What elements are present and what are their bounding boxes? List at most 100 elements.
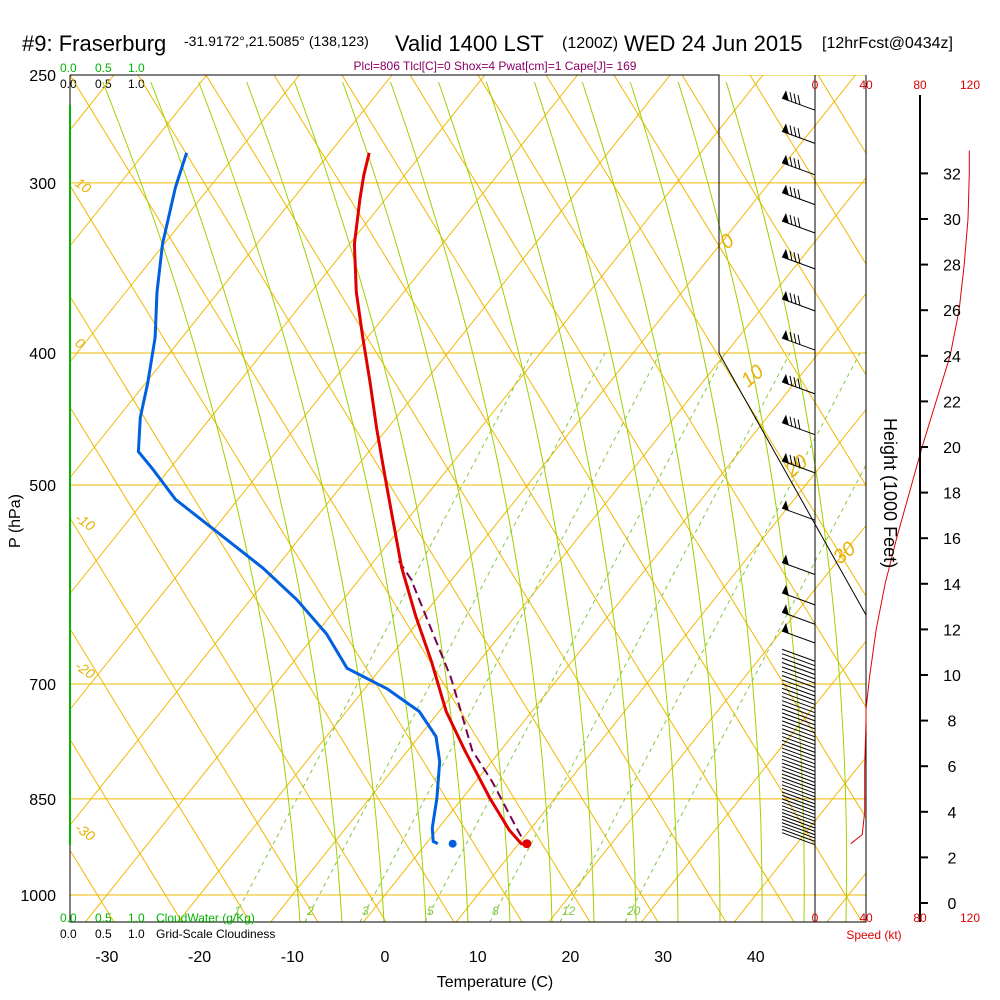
mixing-ratio-label-2: 3: [362, 904, 369, 918]
wind-barb: [781, 743, 816, 757]
mixing-ratio-line: [424, 352, 726, 922]
isotherm-line: [548, 524, 866, 922]
temperature-tick-label-10: 10: [469, 949, 487, 966]
wind-barb: [781, 739, 816, 753]
dry-adiabat-line: [409, 75, 866, 819]
dry-adiabat-label-4: -30: [72, 819, 98, 844]
wind-barb: [781, 805, 816, 819]
moist-adiabat-line: [342, 81, 511, 922]
dry-adiabat-label-0: 10: [72, 174, 94, 196]
wind-barb: [781, 724, 816, 738]
mixing-ratio-line: [359, 352, 661, 922]
dry-adiabat-label-2: -10: [72, 509, 98, 534]
bottom-cloudiness-label-0: 0.0: [60, 927, 77, 941]
dry-adiabat-line: [70, 75, 591, 922]
temperature-tick-label--10: -10: [281, 949, 304, 966]
isotherm-line: [177, 75, 856, 922]
wind-barb: [781, 758, 816, 772]
wind-barb: [781, 213, 816, 234]
wind-barb: [781, 780, 816, 794]
height-tick-label-26: 26: [943, 303, 961, 320]
mixing-ratio-line: [489, 352, 791, 922]
top-cloudwater-label-1: 0.5: [95, 61, 112, 75]
dry-adiabat-line: [545, 75, 866, 598]
wind-barb: [781, 687, 816, 701]
pressure-tick-label-300: 300: [29, 176, 56, 193]
top-cloudwater-label-2: 1.0: [128, 61, 145, 75]
height-tick-label-28: 28: [943, 258, 961, 275]
sounding-parameters: Plcl=806 Tlcl[C]=0 Shox=4 Pwat[cm]=1 Cap…: [354, 59, 637, 73]
isotherm-line: [270, 177, 866, 922]
pressure-tick-label-250: 250: [29, 68, 56, 85]
moist-adiabat-line: [629, 81, 763, 922]
mixing-ratio-line: [559, 352, 861, 922]
mixing-ratio-label-3: 5: [427, 904, 434, 918]
wind-barb: [781, 832, 816, 846]
mixing-ratio-line: [231, 352, 533, 922]
surface-dewpoint-marker: [448, 839, 457, 848]
isotherm-line: [70, 75, 578, 711]
mixing-ratio-line: [304, 352, 606, 922]
mixing-ratio-label-6: 20: [626, 904, 641, 918]
wind-barb: [781, 762, 816, 776]
mixing-ratio-label-4: 8: [492, 904, 499, 918]
wind-barb: [781, 751, 816, 765]
pressure-tick-label-400: 400: [29, 346, 56, 363]
height-tick-label-22: 22: [943, 394, 961, 411]
temperature-tick-label-0: 0: [381, 949, 390, 966]
zulu-time: (1200Z): [562, 35, 618, 52]
moist-adiabat-line: [581, 81, 721, 922]
wind-barb: [781, 769, 816, 783]
wind-barb: [781, 414, 816, 436]
wind-barb: [781, 716, 816, 730]
speed-tick-top-0: 0: [812, 78, 819, 92]
dewpoint-line: [136, 152, 442, 846]
parcel-trace-line: [398, 560, 525, 842]
wind-barb: [781, 648, 816, 662]
wind-barb: [781, 720, 816, 734]
height-tick-label-16: 16: [943, 531, 961, 548]
mixing-ratio-label-0: 1: [234, 904, 241, 918]
wind-barb: [781, 696, 816, 710]
wind-barb: [781, 812, 816, 826]
wind-barb: [781, 452, 816, 474]
bottom-cloudwater-label-0: 0.0: [60, 911, 77, 925]
dry-adiabat-line: [477, 75, 866, 708]
isotherm-line: [733, 756, 866, 922]
moist-adiabat-line: [390, 81, 553, 922]
dry-adiabat-line: [341, 75, 863, 922]
wind-barb: [781, 670, 816, 684]
wind-barb: [781, 791, 816, 805]
dry-adiabat-label-1: 0: [72, 334, 88, 352]
wind-barb: [781, 784, 816, 798]
mixing-ratio-line: [624, 463, 866, 922]
height-tick-label-30: 30: [943, 212, 961, 229]
speed-tick-bottom-80: 80: [913, 911, 927, 925]
forecast-info: [12hrFcst@0434z]: [822, 35, 953, 52]
speed-tick-bottom-0: 0: [812, 911, 819, 925]
station-coords: -31.9172°,21.5085° (138,123): [184, 33, 369, 49]
wind-barb: [781, 825, 816, 839]
moist-adiabat-line: [198, 81, 385, 922]
bottom-cloudwater-label-1: 0.5: [95, 911, 112, 925]
speed-tick-bottom-120: 120: [960, 911, 980, 925]
pressure-ticks: 250 300 400 500 700 850 1000: [20, 68, 56, 905]
wind-barb: [781, 657, 816, 671]
dry-adiabat-line: [70, 738, 183, 922]
height-tick-label-4: 4: [948, 805, 957, 822]
height-tick-label-6: 6: [948, 759, 957, 776]
wind-barb: [781, 666, 816, 680]
isotherm-line: [70, 75, 671, 827]
bottom-cloudiness-label-1: 0.5: [95, 927, 112, 941]
surface-temperature-marker: [522, 839, 532, 849]
speed-tick-top-80: 80: [913, 78, 927, 92]
height-tick-label-10: 10: [943, 668, 961, 685]
wind-barb: [781, 708, 816, 722]
temperature-line: [352, 152, 527, 846]
height-axis-label: Height (1000 Feet): [880, 418, 900, 568]
height-tick-label-14: 14: [943, 577, 961, 594]
dry-adiabat-line: [273, 75, 795, 922]
valid-time: Valid 1400 LST: [395, 31, 544, 56]
dry-adiabat-line: [70, 295, 455, 922]
dry-adiabat-line: [681, 75, 866, 376]
